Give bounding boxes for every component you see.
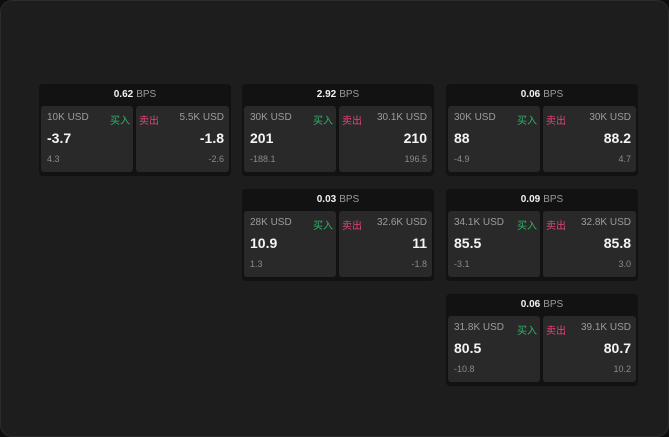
buy-quote-cell[interactable]: 30K USD 买入 201 -188.1 xyxy=(244,106,336,172)
buy-label: 买入 xyxy=(313,116,333,127)
buy-amount: 30K USD xyxy=(250,112,292,123)
sell-label: 卖出 xyxy=(139,116,159,127)
buy-change: -10.8 xyxy=(454,364,475,374)
spread-header: 0.03 BPS xyxy=(242,189,434,210)
buy-quote-cell[interactable]: 10K USD 买入 -3.7 4.3 xyxy=(41,106,133,172)
sell-price: 210 xyxy=(403,130,427,146)
spread-unit: BPS xyxy=(136,89,157,100)
spread-unit: BPS xyxy=(543,89,564,100)
buy-change: 4.3 xyxy=(47,154,60,164)
sell-change: 196.5 xyxy=(404,154,427,164)
sell-quote-cell[interactable]: 32.6K USD 卖出 11 -1.8 xyxy=(339,211,432,277)
sell-price: 11 xyxy=(412,235,427,251)
buy-price: 88 xyxy=(454,130,470,146)
buy-change: 1.3 xyxy=(250,259,263,269)
sell-amount: 5.5K USD xyxy=(179,112,224,123)
sell-amount: 32.6K USD xyxy=(376,217,427,228)
sell-quote-cell[interactable]: 5.5K USD 卖出 -1.8 -2.6 xyxy=(136,106,229,172)
buy-amount: 34.1K USD xyxy=(454,217,505,228)
buy-change: -3.1 xyxy=(454,259,470,269)
quote-card: 0.62 BPS 10K USD 买入 -3.7 4.3 5.5K USD 卖出 -1.8 -2.… xyxy=(39,84,231,176)
sell-change: -1.8 xyxy=(411,259,427,269)
buy-quote-cell[interactable]: 34.1K USD 买入 85.5 -3.1 xyxy=(448,211,540,277)
quote-card: 0.06 BPS 30K USD 买入 88 -4.9 30K USD 卖出 88.2 4.7 xyxy=(446,84,638,176)
buy-quote-cell[interactable]: 30K USD 买入 88 -4.9 xyxy=(448,106,540,172)
spread-unit: BPS xyxy=(339,194,360,205)
sell-quote-cell[interactable]: 30K USD 卖出 88.2 4.7 xyxy=(543,106,636,172)
quote-card: 2.92 BPS 30K USD 买入 201 -188.1 30.1K USD 卖出 210 1… xyxy=(242,84,434,176)
spread-unit: BPS xyxy=(339,89,360,100)
spread-header: 0.06 BPS xyxy=(446,294,638,315)
spread-value: 0.62 xyxy=(113,89,134,100)
spread-value: 2.92 xyxy=(316,89,337,100)
quote-card: 0.03 BPS 28K USD 买入 10.9 1.3 32.6K USD 卖出 11 -1.8 xyxy=(242,189,434,281)
quote-card: 0.06 BPS 31.8K USD 买入 80.5 -10.8 39.1K USD 卖出 80… xyxy=(446,294,638,386)
buy-quote-cell[interactable]: 31.8K USD 买入 80.5 -10.8 xyxy=(448,316,540,382)
sell-amount: 32.8K USD xyxy=(580,217,631,228)
spread-value: 0.06 xyxy=(520,299,541,310)
buy-amount: 28K USD xyxy=(250,217,292,228)
buy-amount: 10K USD xyxy=(47,112,89,123)
sell-change: 3.0 xyxy=(618,259,631,269)
buy-price: 201 xyxy=(250,130,274,146)
spread-header: 0.09 BPS xyxy=(446,189,638,210)
buy-price: 85.5 xyxy=(454,235,482,251)
sell-price: 80.7 xyxy=(603,340,631,356)
buy-label: 买入 xyxy=(517,116,537,127)
spread-header: 2.92 BPS xyxy=(242,84,434,105)
buy-change: -4.9 xyxy=(454,154,470,164)
buy-quote-cell[interactable]: 28K USD 买入 10.9 1.3 xyxy=(244,211,336,277)
buy-amount: 31.8K USD xyxy=(454,322,505,333)
spread-header: 0.62 BPS xyxy=(39,84,231,105)
sell-quote-cell[interactable]: 39.1K USD 卖出 80.7 10.2 xyxy=(543,316,636,382)
spread-value: 0.03 xyxy=(316,194,337,205)
buy-label: 买入 xyxy=(517,326,537,337)
buy-label: 买入 xyxy=(313,221,333,232)
sell-label: 卖出 xyxy=(546,116,566,127)
sell-amount: 39.1K USD xyxy=(580,322,631,333)
buy-price: 80.5 xyxy=(454,340,482,356)
spread-header: 0.06 BPS xyxy=(446,84,638,105)
sell-quote-cell[interactable]: 32.8K USD 卖出 85.8 3.0 xyxy=(543,211,636,277)
sell-change: -2.6 xyxy=(208,154,224,164)
sell-price: -1.8 xyxy=(199,130,224,146)
buy-label: 买入 xyxy=(110,116,130,127)
quote-card: 0.09 BPS 34.1K USD 买入 85.5 -3.1 32.8K USD 卖出 85.… xyxy=(446,189,638,281)
sell-price: 88.2 xyxy=(603,130,631,146)
buy-amount: 30K USD xyxy=(454,112,496,123)
sell-label: 卖出 xyxy=(342,221,362,232)
buy-price: -3.7 xyxy=(47,130,72,146)
sell-amount: 30K USD xyxy=(589,112,631,123)
sell-label: 卖出 xyxy=(546,326,566,337)
sell-quote-cell[interactable]: 30.1K USD 卖出 210 196.5 xyxy=(339,106,432,172)
sell-price: 85.8 xyxy=(603,235,631,251)
spread-value: 0.06 xyxy=(520,89,541,100)
sell-label: 卖出 xyxy=(546,221,566,232)
sell-label: 卖出 xyxy=(342,116,362,127)
sell-change: 4.7 xyxy=(618,154,631,164)
spread-unit: BPS xyxy=(543,194,564,205)
spread-value: 0.09 xyxy=(520,194,541,205)
spread-unit: BPS xyxy=(543,299,564,310)
buy-price: 10.9 xyxy=(250,235,278,251)
sell-amount: 30.1K USD xyxy=(376,112,427,123)
buy-change: -188.1 xyxy=(250,154,276,164)
sell-change: 10.2 xyxy=(613,364,631,374)
buy-label: 买入 xyxy=(517,221,537,232)
